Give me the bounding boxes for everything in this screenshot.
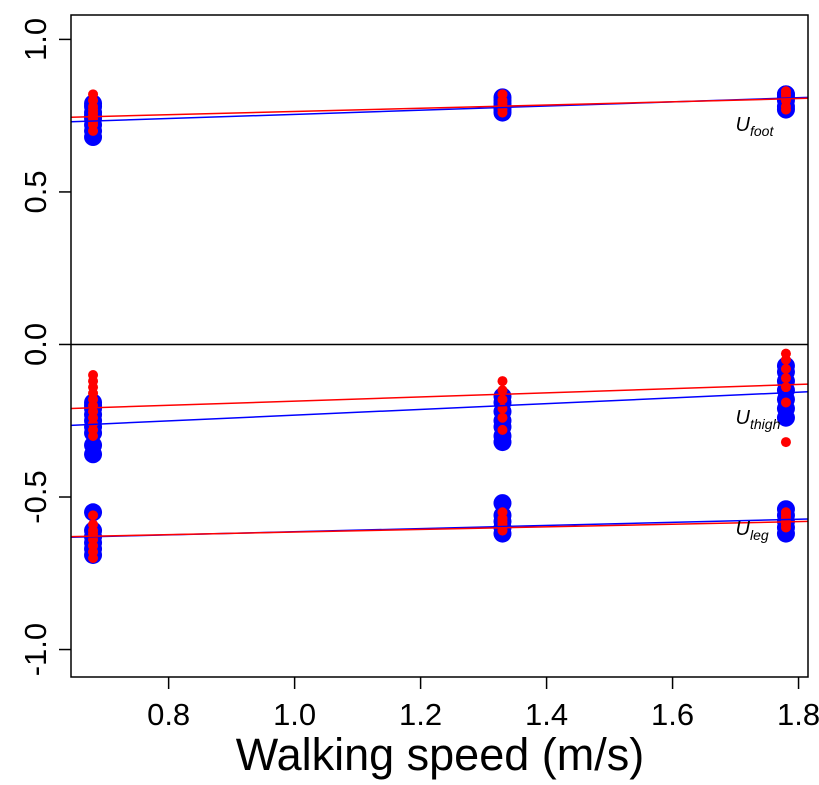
series-label-foot: Ufoot: [736, 114, 775, 139]
y-tick-label: 0.0: [18, 323, 53, 366]
y-tick-label: -1.0: [18, 623, 53, 676]
thigh-blue-fit-line: [70, 391, 809, 427]
foot-red-point: [497, 89, 508, 100]
x-tick-label: 1.2: [399, 697, 442, 732]
thigh-red-point: [780, 437, 791, 448]
x-axis-title: Walking speed (m/s): [236, 729, 644, 780]
data-points: [84, 85, 795, 564]
x-axis: 0.8 1.0 1.2 1.4 1.6 1.8: [147, 677, 819, 732]
thigh-red-point: [497, 412, 508, 423]
foot-red-fit-line: [70, 97, 809, 118]
thigh-red-point: [497, 424, 508, 435]
y-axis: 1.0 0.5 0.0 -0.5 -1.0: [18, 18, 71, 676]
thigh-blue-point: [493, 433, 512, 452]
x-tick-label: 0.8: [147, 697, 190, 732]
x-tick-label: 1.4: [525, 697, 568, 732]
y-tick-label: -0.5: [18, 470, 53, 523]
foot-red-point: [88, 89, 99, 100]
leg-red-point: [88, 553, 99, 564]
y-tick-label: 1.0: [18, 18, 53, 61]
thigh-red-fit-line: [70, 383, 809, 410]
fit-lines: [70, 96, 809, 539]
plot-frame: [70, 14, 809, 678]
series-label-thigh: Uthigh: [736, 407, 781, 432]
thigh-red-point: [780, 382, 791, 393]
foot-red-point: [780, 86, 791, 97]
thigh-red-point: [497, 376, 508, 387]
thigh-red-point: [780, 363, 791, 374]
series-label-leg: Uleg: [736, 518, 769, 543]
thigh-red-point: [497, 385, 508, 396]
thigh-red-point: [497, 394, 508, 405]
leg-red-fit-line: [70, 520, 809, 538]
thigh-red-point: [88, 430, 99, 441]
x-tick-label: 1.6: [651, 697, 694, 732]
thigh-red-point: [780, 373, 791, 384]
thigh-blue-point: [84, 445, 103, 464]
x-tick-label: 1.8: [777, 697, 819, 732]
thigh-red-point: [780, 397, 791, 408]
thigh-red-point: [780, 354, 791, 365]
y-tick-label: 0.5: [18, 170, 53, 213]
x-tick-label: 1.0: [273, 697, 316, 732]
thigh-blue-point: [776, 408, 795, 427]
leg-red-point: [780, 522, 791, 533]
leg-red-point: [88, 510, 99, 521]
annotations: Ufoot Uthigh Uleg: [736, 114, 781, 543]
